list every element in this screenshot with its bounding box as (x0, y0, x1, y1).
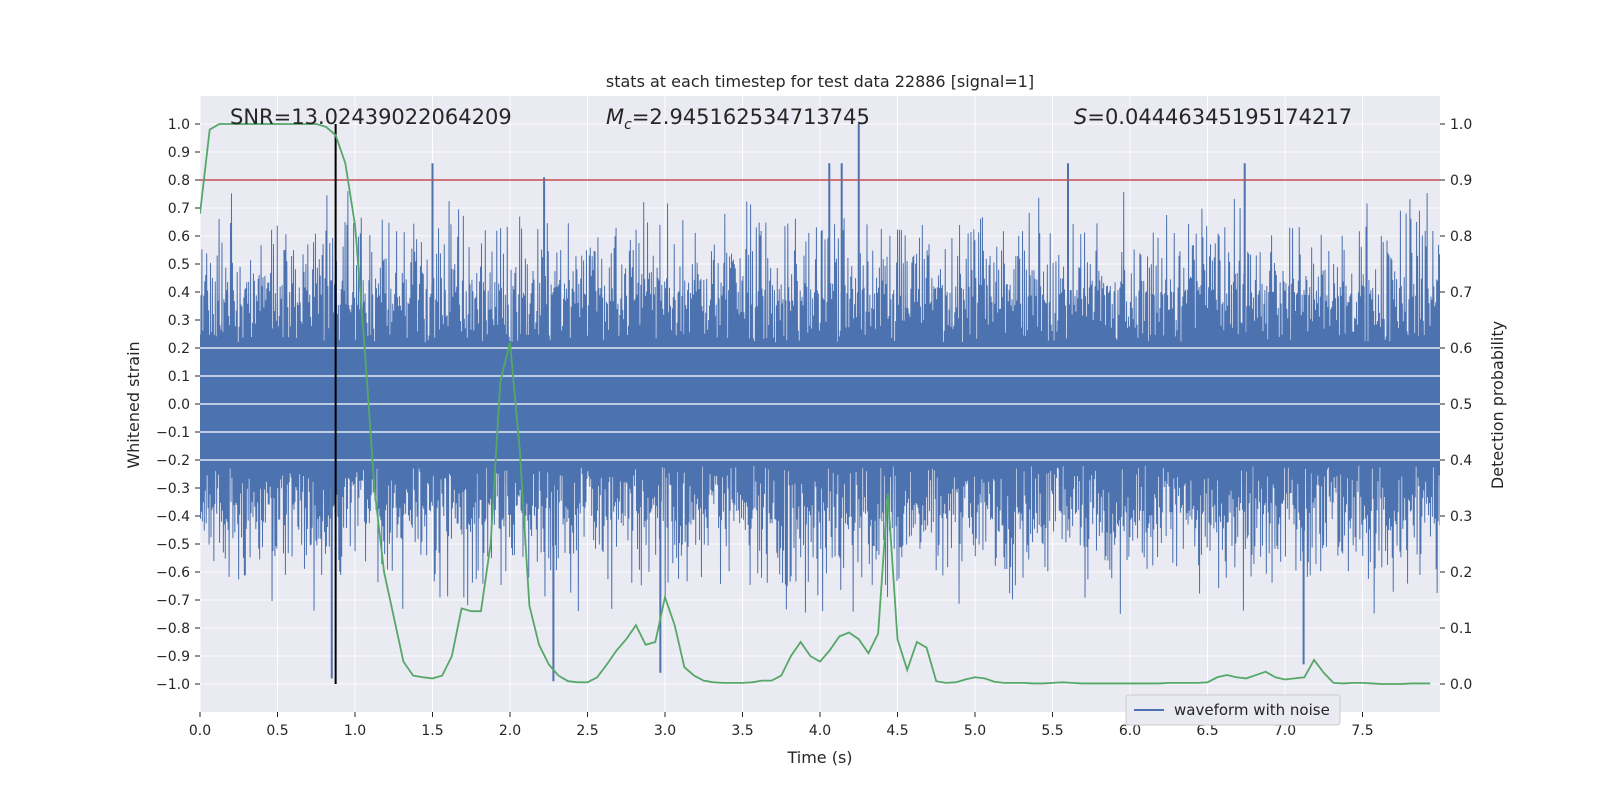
detection-probability-series (200, 123, 1431, 685)
y-tick-label: 0.5 (168, 257, 190, 273)
x-tick-label: 6.0 (1119, 723, 1141, 739)
y-tick-label: −0.1 (156, 425, 190, 441)
y2-tick-label: 0.6 (1450, 341, 1472, 357)
y-tick-label: 0.2 (168, 341, 190, 357)
y-tick-label: 0.6 (168, 229, 190, 245)
y2-tick-label: 0.9 (1450, 173, 1472, 189)
x-axis-title: Time (s) (786, 748, 852, 767)
x-tick-label: 2.5 (576, 723, 598, 739)
y-axis-title: Whitened strain (124, 341, 143, 468)
y2-tick-label: 0.1 (1450, 621, 1472, 637)
y2-axis-title: Detection probability (1488, 321, 1507, 489)
y-tick-label: 0.4 (168, 285, 190, 301)
y-tick-label: 0.8 (168, 173, 190, 189)
x-tick-label: 7.5 (1351, 723, 1373, 739)
x-axis-ticks: 0.0 0.5 1.0 1.5 2.0 2.5 3.0 3.5 4.0 4.5 5.0 5.5 6.0 6… (189, 712, 1374, 739)
x-tick-label: 5.0 (964, 723, 986, 739)
y2-tick-label: 0.5 (1450, 397, 1472, 413)
y-tick-label: −1.0 (156, 677, 190, 693)
x-tick-label: 3.0 (654, 723, 676, 739)
snr-annotation: SNR=13.02439022064209 (230, 105, 512, 129)
x-tick-label: 0.0 (189, 723, 211, 739)
y2-axis-ticks: 1.0 0.9 0.8 0.7 0.6 0.5 0.4 0.3 0.2 0.1 0.0 (1440, 117, 1472, 693)
y-tick-label: 0.9 (168, 145, 190, 161)
y-tick-label: −0.6 (156, 565, 190, 581)
grid-overlay (200, 347, 1440, 461)
y-tick-label: −0.2 (156, 453, 190, 469)
legend-label: waveform with noise (1174, 701, 1330, 719)
y2-tick-label: 0.4 (1450, 453, 1472, 469)
y2-tick-label: 0.2 (1450, 565, 1472, 581)
x-tick-label: 0.5 (266, 723, 288, 739)
legend[interactable]: waveform with noise (1125, 694, 1341, 726)
y2-tick-label: 0.7 (1450, 285, 1472, 301)
x-tick-label: 4.5 (886, 723, 908, 739)
x-tick-label: 6.5 (1196, 723, 1218, 739)
chart-title: stats at each timestep for test data 228… (606, 72, 1034, 91)
x-tick-label: 4.0 (809, 723, 831, 739)
y-tick-label: 0.0 (168, 397, 190, 413)
y2-tick-label: 0.0 (1450, 677, 1472, 693)
x-tick-label: 1.5 (421, 723, 443, 739)
legend-box (1125, 694, 1341, 726)
y2-tick-label: 0.3 (1450, 509, 1472, 525)
x-tick-label: 1.0 (344, 723, 366, 739)
x-tick-label: 7.0 (1274, 723, 1296, 739)
x-tick-label: 5.5 (1041, 723, 1063, 739)
y2-tick-label: 0.8 (1450, 229, 1472, 245)
y-tick-label: 1.0 (168, 117, 190, 133)
y-tick-label: 0.7 (168, 201, 190, 217)
y-tick-label: −0.3 (156, 481, 190, 497)
x-tick-label: 3.5 (731, 723, 753, 739)
chirp-mass-annotation: Mc=2.945162534713745 (606, 105, 870, 133)
y2-tick-label: 1.0 (1450, 117, 1472, 133)
y-tick-label: −0.9 (156, 649, 190, 665)
y-axis-ticks: 1.0 0.9 0.8 0.7 0.6 0.5 0.4 0.3 0.2 0.1 0.0 −0.1 −0.… (156, 117, 200, 693)
y-tick-label: −0.7 (156, 593, 190, 609)
y-tick-label: 0.3 (168, 313, 190, 329)
x-tick-label: 2.0 (499, 723, 521, 739)
y-tick-label: −0.4 (156, 509, 190, 525)
y-tick-label: −0.5 (156, 537, 190, 553)
s-annotation: S=0.04446345195174217 (1074, 105, 1352, 129)
y-tick-label: −0.8 (156, 621, 190, 637)
y-tick-label: 0.1 (168, 369, 190, 385)
